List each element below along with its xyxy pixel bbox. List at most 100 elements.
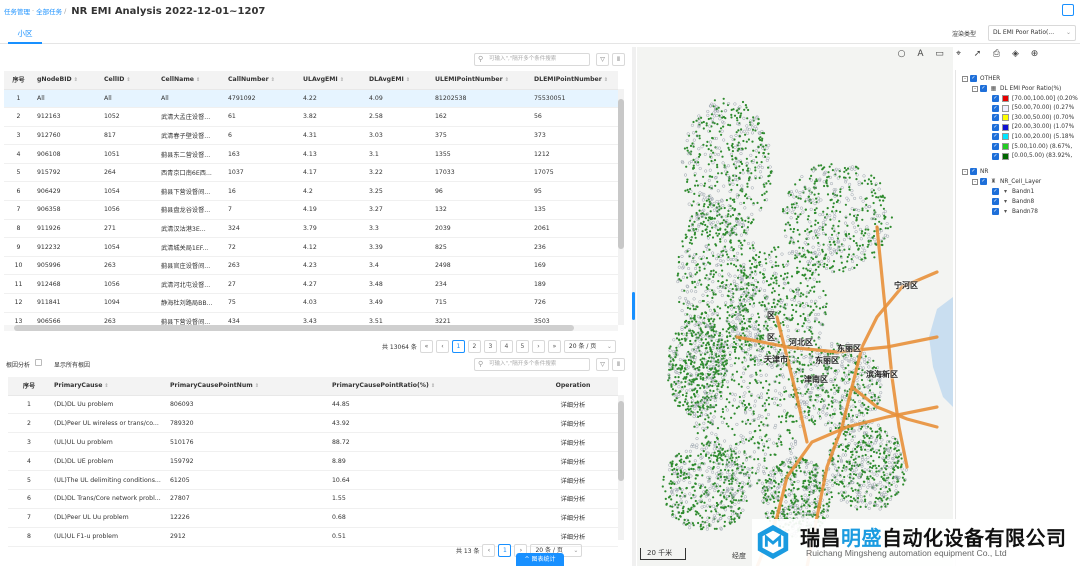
- page-4[interactable]: 4: [499, 339, 513, 353]
- show-all-causes-checkbox[interactable]: [35, 359, 42, 366]
- cause-col-header[interactable]: 序号: [8, 377, 50, 396]
- table-row[interactable]: 4 (DL)DL UE problem 159792 8.89 详细分析: [8, 451, 618, 472]
- map-point: [714, 136, 718, 141]
- map-point: [860, 378, 864, 382]
- cell-page-size-select[interactable]: 20 条 / 页 ⌄: [563, 339, 616, 353]
- sort-icon[interactable]: ⇕: [339, 77, 344, 84]
- detail-analysis-link[interactable]: 详细分析: [528, 432, 618, 453]
- export-icon[interactable]: [1062, 4, 1074, 16]
- table-row[interactable]: 7 (DL)Peer UL Uu problem 12226 0.68 详细分析: [8, 508, 618, 528]
- sort-icon[interactable]: ⇕: [504, 77, 509, 84]
- map-point: [851, 414, 854, 417]
- table-row[interactable]: 2 912163 1052 武清大孟庄设督... 61 3.82 2.58 162 56: [4, 107, 618, 127]
- table-row[interactable]: 1 (DL)DL Uu problem 806093 44.85 详细分析: [8, 395, 618, 415]
- map-point: [774, 349, 778, 353]
- map-point: [867, 377, 871, 382]
- columns-icon[interactable]: ⦀: [612, 53, 625, 66]
- cell-search-input[interactable]: ⚲ 可输入","隔开多个条件搜索: [474, 53, 590, 66]
- chart-stat-button[interactable]: ^ 图表统计: [516, 553, 564, 566]
- detail-analysis-link[interactable]: 详细分析: [528, 489, 618, 509]
- table-row[interactable]: 12 911841 1094 静海杜刘路局BB... 75 4.03 3.49 715 726: [4, 293, 618, 313]
- table-row[interactable]: 10 905996 263 蓟县官庄设督间... 263 4.23 3.4 2498 169: [4, 256, 618, 276]
- divider-grip[interactable]: [632, 292, 635, 320]
- cause-col-header[interactable]: PrimaryCausePointNum ⇕: [166, 377, 328, 396]
- prev-page-icon[interactable]: ‹: [482, 543, 496, 557]
- cell-table-vscroll-thumb[interactable]: [618, 99, 624, 249]
- cause-table-vscroll-thumb[interactable]: [618, 401, 624, 481]
- cause-col-header[interactable]: Operation: [528, 377, 618, 396]
- breadcrumb-all-tasks[interactable]: 全部任务: [36, 8, 63, 16]
- cell-col-header[interactable]: ULAvgEMI ⇕: [299, 71, 365, 90]
- cause-col-header[interactable]: PrimaryCausePointRatio(%) ⇕: [328, 377, 528, 396]
- sort-icon[interactable]: ⇕: [126, 77, 131, 84]
- cell-col-header[interactable]: gNodeBID ⇕: [33, 71, 100, 90]
- map-point: [751, 466, 754, 469]
- cell-col-header[interactable]: ULEMIPointNumber ⇕: [431, 71, 530, 90]
- cause-table-vscroll[interactable]: [618, 395, 624, 540]
- table-row[interactable]: 8 911926 271 武清汉沽港3E... 324 3.79 3.3 2039 2061: [4, 219, 618, 239]
- page-5[interactable]: 5: [515, 339, 529, 353]
- layer-type-select[interactable]: DL EMI Poor Ratio(... ⌄: [988, 25, 1076, 41]
- table-row[interactable]: 3 (UL)UL Uu problem 510176 88.72 详细分析: [8, 432, 618, 453]
- cause-col-header[interactable]: PrimaryCause ⇕: [50, 377, 166, 396]
- detail-analysis-link[interactable]: 详细分析: [528, 413, 618, 434]
- map-point: [727, 272, 731, 276]
- cause-page-1[interactable]: 1: [498, 543, 512, 557]
- table-cell: 1: [4, 89, 33, 109]
- sort-icon[interactable]: ⇕: [603, 77, 608, 84]
- columns-icon[interactable]: ⦀: [612, 358, 625, 371]
- map-point: [809, 460, 813, 464]
- last-page-icon[interactable]: »: [547, 339, 561, 353]
- map-point: [750, 125, 755, 129]
- table-row[interactable]: 9 912232 1054 武清城关局1EF... 72 4.12 3.39 825 236: [4, 237, 618, 257]
- cell-table-hscroll[interactable]: [4, 325, 618, 331]
- detail-analysis-link[interactable]: 详细分析: [528, 470, 618, 490]
- filter-icon[interactable]: ▽: [596, 358, 609, 371]
- sort-icon[interactable]: ⇕: [270, 77, 275, 84]
- cell-col-header[interactable]: CellName ⇕: [157, 71, 224, 90]
- map-point: [740, 498, 743, 502]
- cell-table-vscroll[interactable]: [618, 89, 624, 325]
- table-row[interactable]: 5 915792 264 西青京口南6E西... 1037 4.17 3.22 17033 17…: [4, 163, 618, 183]
- table-row[interactable]: 7 906358 1056 蓟县盘龙谷设督... 7 4.19 3.27 132 135: [4, 200, 618, 220]
- tab-cell[interactable]: 小区: [8, 28, 42, 44]
- table-row[interactable]: 5 (UL)The UL delimiting conditions... 6120…: [8, 470, 618, 490]
- sort-icon[interactable]: ⇕: [430, 383, 436, 390]
- sort-icon[interactable]: ⇕: [254, 383, 259, 390]
- prev-page-icon[interactable]: ‹: [435, 339, 449, 353]
- filter-icon[interactable]: ▽: [596, 53, 609, 66]
- detail-analysis-link[interactable]: 详细分析: [528, 508, 618, 528]
- table-row[interactable]: 6 906429 1054 蓟县下营设督间... 16 4.2 3.25 96 95: [4, 181, 618, 202]
- map-point: [794, 295, 797, 298]
- table-row[interactable]: 11 912468 1056 武清河北屯设督... 27 4.27 3.48 234 189: [4, 274, 618, 295]
- map-point: [791, 483, 794, 486]
- cell-table-hscroll-thumb[interactable]: [14, 325, 574, 331]
- table-row[interactable]: 2 (DL)Peer UL wireless or trans/co... 7893…: [8, 413, 618, 434]
- table-row[interactable]: 8 (UL)UL F1-u problem 2912 0.51 详细分析: [8, 527, 618, 547]
- detail-analysis-link[interactable]: 详细分析: [528, 451, 618, 472]
- map-view[interactable]: [637, 47, 953, 566]
- table-row[interactable]: 6 (DL)DL Trans/Core network probl... 27807…: [8, 489, 618, 509]
- cause-search-input[interactable]: ⚲ 可输入","隔开多个条件搜索: [474, 358, 590, 371]
- cell-col-header[interactable]: DLEMIPointNumber ⇕: [530, 71, 618, 90]
- page-3[interactable]: 3: [483, 339, 497, 353]
- next-page-icon[interactable]: ›: [531, 339, 545, 353]
- table-row[interactable]: 3 912760 817 武清春子壁设督... 6 4.31 3.03 375 373: [4, 126, 618, 146]
- sort-icon[interactable]: ⇕: [405, 77, 410, 84]
- detail-analysis-link[interactable]: 详细分析: [528, 395, 618, 415]
- table-row[interactable]: 1 All All All 4791092 4.22 4.09 81202538 7553005…: [4, 89, 618, 109]
- page-1[interactable]: 1: [451, 339, 465, 353]
- cell-col-header[interactable]: 序号: [4, 71, 33, 90]
- cell-col-header[interactable]: DLAvgEMI ⇕: [365, 71, 431, 90]
- detail-analysis-link[interactable]: 详细分析: [528, 527, 618, 547]
- first-page-icon[interactable]: «: [419, 339, 433, 353]
- map-canvas[interactable]: [637, 47, 953, 566]
- sort-icon[interactable]: ⇕: [195, 77, 201, 84]
- table-row[interactable]: 4 906108 1051 蓟县东二营设督... 163 4.13 3.1 1355 1212: [4, 144, 618, 164]
- breadcrumb-task-management[interactable]: 任务管理: [4, 8, 30, 16]
- cell-col-header[interactable]: CellID ⇕: [100, 71, 157, 90]
- sort-icon[interactable]: ⇕: [104, 383, 109, 390]
- page-2[interactable]: 2: [467, 339, 481, 353]
- sort-icon[interactable]: ⇕: [73, 77, 78, 84]
- cell-col-header[interactable]: CallNumber ⇕: [224, 71, 299, 90]
